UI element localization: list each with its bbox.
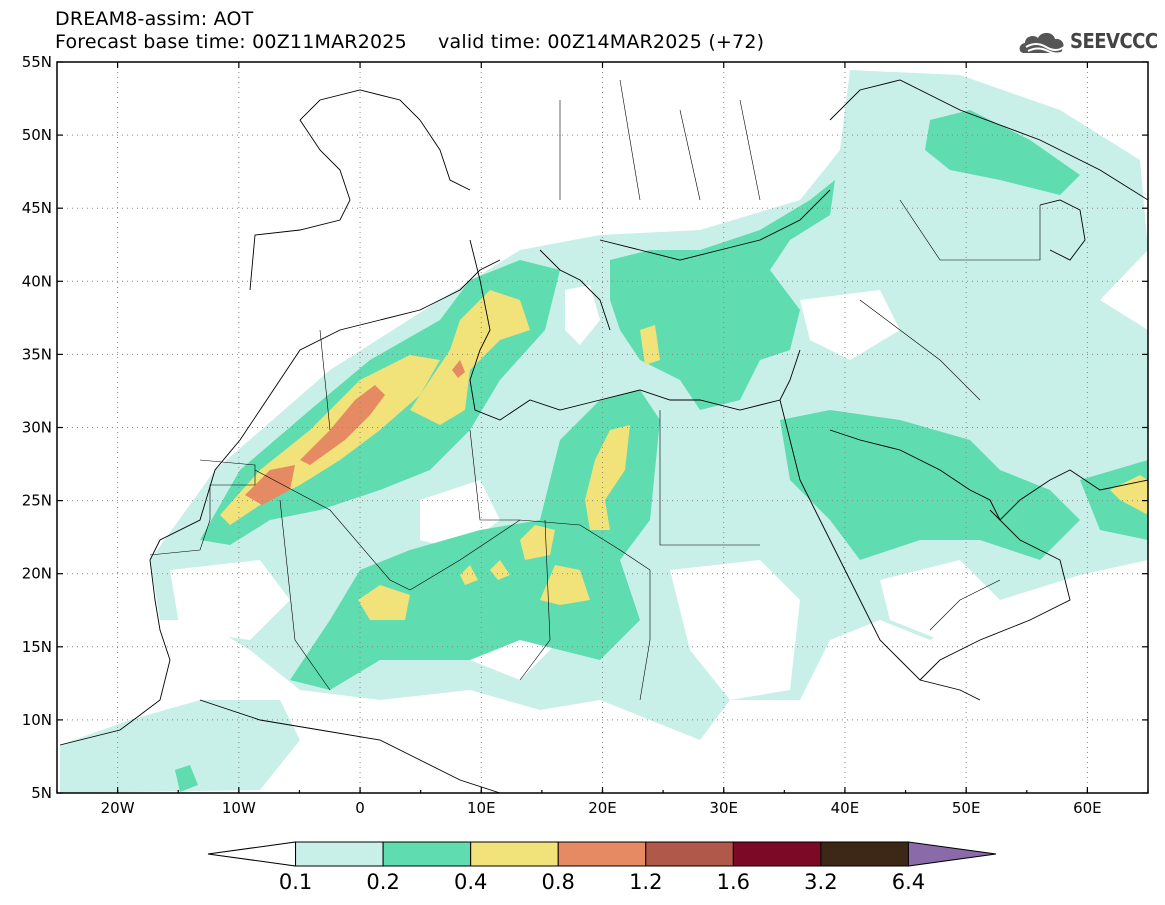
colorbar-label: 0.4 xyxy=(454,870,487,894)
lat-label: 55N xyxy=(22,53,52,71)
colorbar-label: 3.2 xyxy=(804,870,837,894)
latitude-labels: 55N 50N 45N 40N 35N 30N 25N 20N 15N 10N 5N xyxy=(22,53,52,802)
longitude-labels: 20W 10W 0 10E 20E 30E 40E 50E 60E xyxy=(101,799,1102,817)
colorbar-label: 0.8 xyxy=(542,870,575,894)
lat-label: 35N xyxy=(22,345,52,363)
lat-label: 20N xyxy=(22,565,52,583)
lat-label: 25N xyxy=(22,492,52,510)
colorbar-swatch xyxy=(470,841,559,867)
seevccc-logo: SEEVCCC xyxy=(1016,25,1158,57)
lon-label: 0 xyxy=(355,799,365,817)
colorbar-swatch xyxy=(382,841,472,867)
lon-label: 10W xyxy=(222,799,256,817)
colorbar-swatch xyxy=(820,841,909,867)
lon-label: 40E xyxy=(831,799,860,817)
colorbar-label: 6.4 xyxy=(892,870,925,894)
lon-label: 60E xyxy=(1073,799,1102,817)
lat-label: 40N xyxy=(22,272,52,290)
colorbar-label: 1.6 xyxy=(717,870,750,894)
lat-label: 5N xyxy=(31,784,52,802)
country-borders xyxy=(149,79,1041,701)
lon-label: 10E xyxy=(467,799,496,817)
lon-label: 20W xyxy=(101,799,135,817)
colorbar-label: 1.2 xyxy=(629,870,662,894)
aot-field xyxy=(57,62,1148,793)
lat-label: 30N xyxy=(22,419,52,437)
lat-label: 10N xyxy=(22,711,52,729)
map-grid xyxy=(57,62,1148,793)
aot-level-0.8 xyxy=(245,360,465,505)
axis-ticks xyxy=(56,61,1149,794)
colorbar-swatch xyxy=(645,841,734,867)
lat-label: 15N xyxy=(22,638,52,656)
map-title: DREAM8-assim: AOT xyxy=(55,8,254,30)
logo-text: SEEVCCC xyxy=(1070,29,1158,53)
lat-label: 50N xyxy=(22,126,52,144)
colorbar-under-arrow xyxy=(207,841,297,867)
colorbar-label: 0.2 xyxy=(366,870,399,894)
colorbar-label: 0.1 xyxy=(279,870,312,894)
lon-label: 30E xyxy=(709,799,738,817)
colorbar-swatch xyxy=(295,841,384,867)
map-subtitle-times: Forecast base time: 00Z11MAR2025 valid t… xyxy=(55,31,765,53)
coastlines xyxy=(59,79,1148,793)
colorbar-swatch xyxy=(557,841,647,867)
cloud-icon xyxy=(1019,32,1065,55)
lon-label: 50E xyxy=(952,799,981,817)
lon-label: 20E xyxy=(588,799,617,817)
colorbar: 0.1 0.2 0.4 0.8 1.2 1.6 3.2 6.4 xyxy=(207,841,997,894)
lat-label: 45N xyxy=(22,199,52,217)
colorbar-over-arrow xyxy=(907,841,997,867)
colorbar-swatch xyxy=(732,841,822,867)
